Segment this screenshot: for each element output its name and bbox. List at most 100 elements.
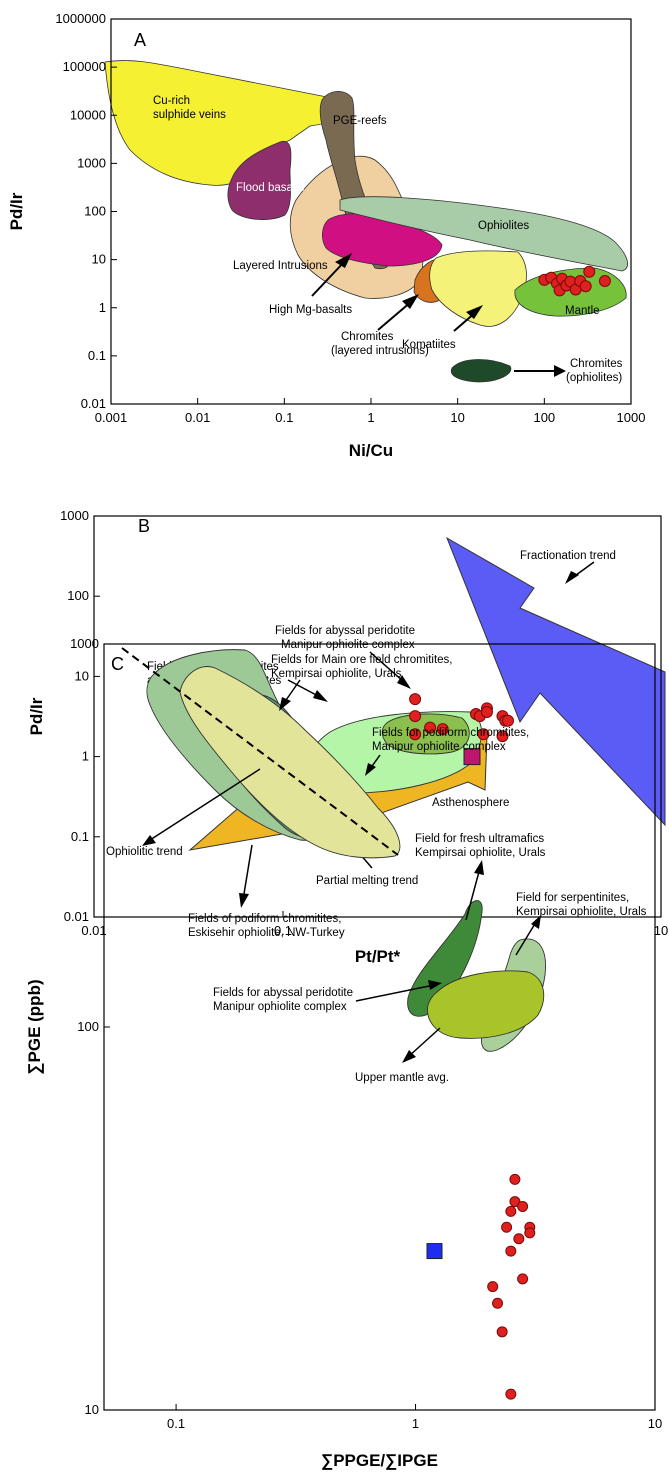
label-komatiites: Komatiites xyxy=(402,339,456,351)
y-axis-label: Pd/Ir xyxy=(27,697,46,735)
label-mantle: Mantle xyxy=(565,305,600,317)
panel-a-arrows xyxy=(311,253,566,377)
label-chromites-oph-1: Chromites xyxy=(570,358,623,370)
data-point xyxy=(501,1221,513,1233)
label-ophiolitic-trend: Ophiolitic trend xyxy=(106,846,183,858)
label-pge-reefs: PGE-reefs xyxy=(333,115,387,127)
label-abyssal-c-1: Fields for abyssal peridotite xyxy=(213,987,353,999)
label-main-ore-2: Kempirsai ophiolite, Urals xyxy=(271,668,402,680)
y-tick-label: 100 xyxy=(84,204,106,219)
y-tick-label: 10 xyxy=(85,1402,99,1417)
y-tick-label: 1000 xyxy=(70,636,99,651)
x-axis-label: ∑PPGE/∑IPGE xyxy=(321,1451,438,1470)
label-high-mg-basalts: High Mg-basalts xyxy=(269,304,352,316)
label-chromites-li-2: (layered intrusions) xyxy=(331,345,429,357)
label-serpentinites-2: Kempirsai ophiolite, Urals xyxy=(516,906,647,918)
panel-c-axes: 0.1 1 10 10 100 1000 ∑PPGE/∑IPGE ∑PGE (ppb) xyxy=(25,636,662,1470)
data-point xyxy=(492,1297,504,1309)
y-tick-label: 100000 xyxy=(63,59,106,74)
label-abyssal-c-2: Manipur ophiolite complex xyxy=(213,1001,347,1013)
field-abyssal-peridotite-c xyxy=(427,970,545,1039)
panel-c-points xyxy=(426,1173,536,1400)
label-abyssal-b-2: Manipur ophiolite complex xyxy=(281,639,415,651)
field-komatiites xyxy=(429,250,527,327)
field-podiform-manipur xyxy=(179,666,401,859)
x-tick-label: 0.01 xyxy=(81,923,106,938)
ophiolitic-trend-line xyxy=(121,647,399,856)
label-serpentinites-1: Field for serpentinites, xyxy=(516,892,629,904)
label-fresh-ultramafics-2: Kempirsai ophiolite, Urals xyxy=(415,847,546,859)
data-point xyxy=(409,710,422,723)
x-axis-label: Ni/Cu xyxy=(349,441,393,460)
square-point xyxy=(426,1243,443,1260)
data-point xyxy=(496,1326,508,1338)
data-point xyxy=(583,265,596,278)
field-flood-basalts xyxy=(227,140,292,220)
y-tick-label: 10 xyxy=(75,668,89,683)
data-point xyxy=(509,1196,521,1208)
label-chromites-li-1: Chromites xyxy=(341,331,394,343)
square-point xyxy=(463,748,481,766)
x-axis-label: Pt/Pt* xyxy=(355,947,401,966)
data-point xyxy=(505,1388,517,1400)
label-ophiolites: Ophiolites xyxy=(478,220,529,232)
fractionation-trend-arrow xyxy=(446,536,666,827)
data-point xyxy=(513,1233,525,1245)
y-tick-label: 1 xyxy=(99,300,106,315)
data-point xyxy=(409,728,422,741)
data-point xyxy=(524,1227,536,1239)
panel-b-arrows xyxy=(287,561,595,869)
label-chromites-oph-2: (ophiolites) xyxy=(566,372,622,384)
x-tick-label: 1 xyxy=(412,1416,419,1431)
x-tick-label: 1 xyxy=(367,410,374,425)
y-tick-label: 0.1 xyxy=(88,348,106,363)
label-fractionation-trend: Fractionation trend xyxy=(520,550,616,562)
y-tick-label: 0.01 xyxy=(81,396,106,411)
x-tick-label: 10 xyxy=(450,410,464,425)
data-point xyxy=(505,1245,517,1257)
label-abyssal-b-1: Fields for abyssal peridotite xyxy=(275,625,415,637)
label-eskisehir-2: Eskisehir ophiolite, NW-Turkey xyxy=(188,927,345,939)
label-podiform-manipur-2: Manipur ophiolite complex xyxy=(372,741,506,753)
panel-a-axes: 0.001 0.01 0.1 1 10 100 10000.010.111010010001… xyxy=(7,11,645,460)
panel-a-points xyxy=(538,265,611,297)
field-cu-rich-sulphide-veins xyxy=(104,60,351,186)
label-sulphide-veins: sulphide veins xyxy=(153,109,226,121)
label-layered-intrusions: Layered Intrusions xyxy=(233,260,328,272)
data-point xyxy=(436,723,449,736)
y-tick-label: 1 xyxy=(82,749,89,764)
field-chromites-ophiolites xyxy=(450,359,512,383)
label-fresh-ultramafics-1: Field for fresh ultramafics xyxy=(415,833,544,845)
label-podiform-manipur-1: Fields for podiform chromitites, xyxy=(372,727,529,739)
panel-c-label: C xyxy=(111,654,124,674)
data-point xyxy=(424,721,437,734)
label-flood-basalts: Flood basalts xyxy=(236,182,305,194)
x-tick-label: 0.1 xyxy=(167,1416,185,1431)
data-point xyxy=(487,1281,499,1293)
x-tick-label: 10 xyxy=(654,923,668,938)
label-main-ore-1: Fields for Main ore field chromitites, xyxy=(271,654,453,666)
x-tick-label: 10 xyxy=(648,1416,662,1431)
data-point xyxy=(480,705,493,718)
label-upper-mantle-avg: Upper mantle avg. xyxy=(355,1072,449,1084)
label-cu-rich: Cu-rich xyxy=(153,95,190,107)
data-point xyxy=(598,274,611,287)
data-point xyxy=(509,1173,521,1185)
y-tick-label: 0.01 xyxy=(64,909,89,924)
y-tick-label: 100 xyxy=(67,588,89,603)
data-point xyxy=(477,728,490,741)
x-tick-label: 0.1 xyxy=(274,923,292,938)
y-axis-label: Pd/Ir xyxy=(7,192,26,230)
panel-b-label: B xyxy=(138,516,150,536)
label-eskisehir-1: Fields of podiform chromitites, xyxy=(188,913,341,925)
data-point xyxy=(579,280,592,293)
label-asthenosphere: Asthenosphere xyxy=(432,797,509,809)
panel-c: Fields for Main ore field chromitites, K… xyxy=(25,636,662,1470)
data-point xyxy=(517,1200,529,1212)
data-point xyxy=(496,730,509,743)
field-ophiolites xyxy=(339,196,629,272)
plot-frame xyxy=(93,515,662,918)
field-abyssal-peridotite-b xyxy=(381,713,470,755)
